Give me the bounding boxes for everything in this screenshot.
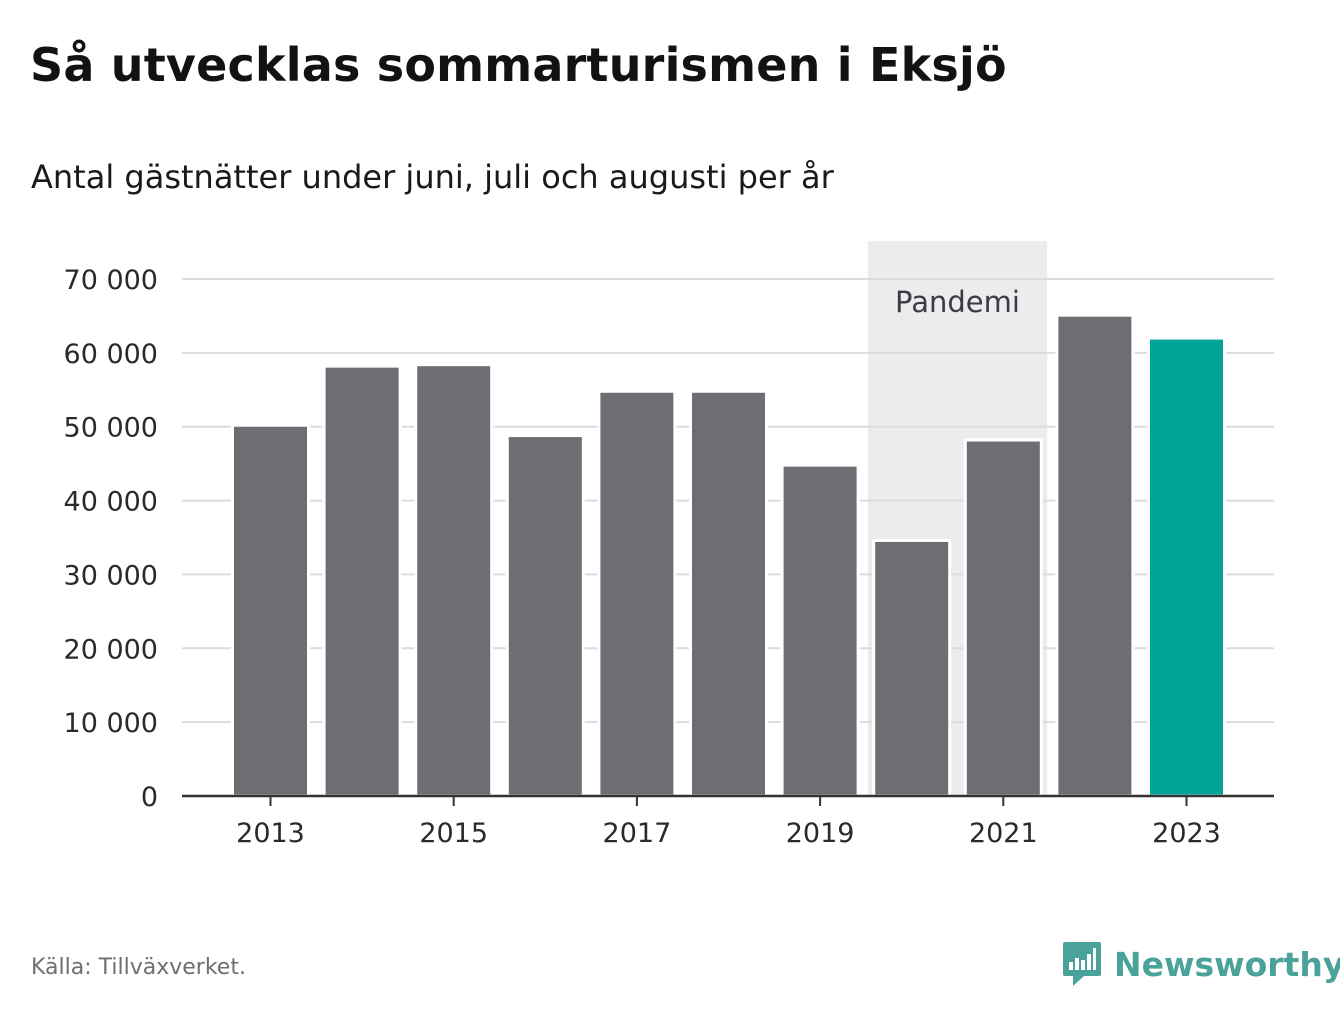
- y-tick-label: 70 000: [64, 265, 158, 296]
- x-tick-label: 2013: [236, 818, 305, 849]
- bar-2018: [689, 389, 768, 798]
- y-tick-label: 50 000: [64, 413, 158, 444]
- bar-chart: Pandemi 0 10 000 20 000 30 000 40 000 50 000 60…: [64, 241, 1274, 849]
- y-tick-label: 20 000: [64, 634, 158, 665]
- bar-2022: [1055, 313, 1135, 798]
- bar-2019: [780, 463, 860, 798]
- bar-2017: [597, 389, 677, 798]
- bar-2020: [872, 538, 952, 798]
- brand-name: Newsworthy: [1114, 944, 1340, 984]
- chart-subtitle: Antal gästnätter under juni, juli och au…: [31, 158, 834, 196]
- bar-2015: [414, 363, 494, 798]
- x-tick-label: 2015: [419, 818, 488, 849]
- x-tick-label: 2021: [969, 818, 1038, 849]
- newsworthy-logo: Newsworthy: [1062, 940, 1340, 988]
- x-tick-label: 2019: [786, 818, 855, 849]
- x-tick-label: 2017: [603, 818, 672, 849]
- y-tick-label: 60 000: [64, 339, 158, 370]
- bar-2021: [963, 438, 1043, 798]
- bar-2016: [505, 434, 585, 798]
- source-note: Källa: Tillväxverket.: [31, 955, 246, 980]
- y-tick-label: 0: [141, 782, 158, 813]
- y-tick-label: 30 000: [64, 560, 158, 591]
- newsworthy-logo-icon: [1063, 942, 1101, 986]
- bar-2023: [1147, 336, 1226, 798]
- y-tick-label: 40 000: [64, 487, 158, 518]
- bar-2014: [322, 364, 402, 798]
- pandemic-label: Pandemi: [895, 285, 1020, 319]
- bar-2013: [231, 423, 310, 798]
- chart-title: Så utvecklas sommarturismen i Eksjö: [30, 38, 1007, 92]
- x-tick-label: 2023: [1152, 818, 1221, 849]
- y-tick-label: 10 000: [64, 708, 158, 739]
